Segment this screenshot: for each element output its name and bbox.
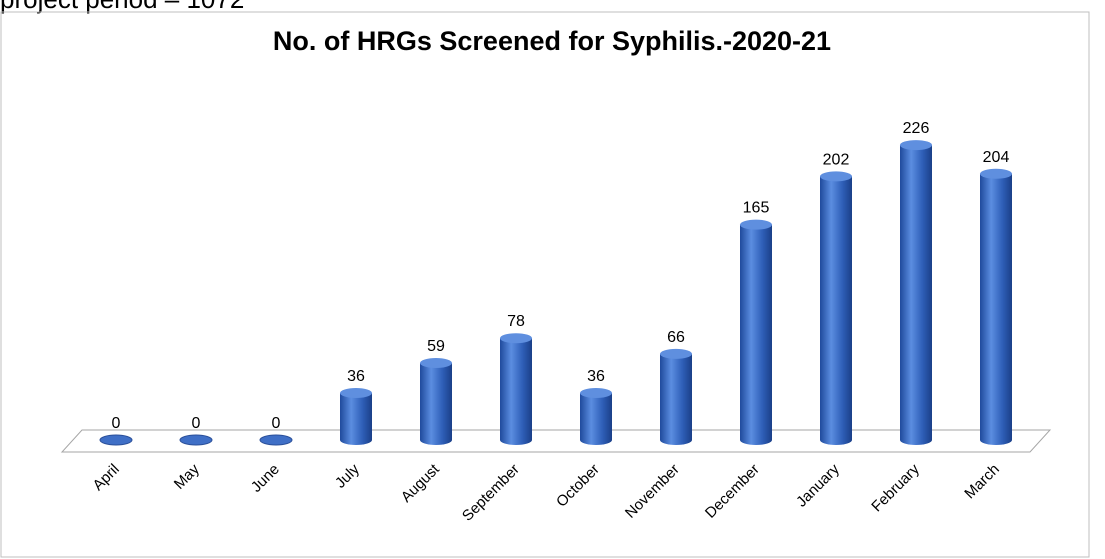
x-tick-label: September [459, 461, 523, 525]
bar-top [340, 388, 372, 399]
value-label: 78 [507, 313, 525, 330]
bar [259, 434, 293, 446]
value-label: 36 [347, 368, 365, 385]
bar [580, 393, 612, 445]
x-tick-label: October [553, 461, 603, 511]
bar [179, 434, 213, 446]
value-label: 226 [903, 120, 930, 137]
chart-title: No. of HRGs Screened for Syphilis.-2020-… [273, 26, 831, 56]
bar-top [580, 388, 612, 399]
bar-top [660, 348, 692, 359]
bar [99, 434, 133, 446]
x-tick-label: May [171, 460, 203, 492]
bar [340, 393, 372, 445]
bar-top [420, 358, 452, 369]
value-label: 165 [743, 200, 770, 217]
x-tick-label: July [332, 460, 363, 491]
x-tick-label: June [248, 461, 283, 496]
value-label: 66 [667, 329, 685, 346]
x-tick-label: January [793, 460, 843, 510]
x-tick-label: August [398, 460, 444, 506]
value-label: 0 [272, 415, 281, 432]
bar [660, 353, 692, 445]
value-label: 0 [192, 415, 201, 432]
floor [60, 429, 1052, 453]
header-text: project period – 1072 [0, 0, 244, 14]
bar [820, 176, 852, 445]
bar [420, 363, 452, 445]
value-label: 59 [427, 338, 445, 355]
bar [740, 224, 772, 445]
x-tick-label: March [961, 461, 1002, 502]
bar [900, 145, 932, 445]
bar-top [820, 171, 852, 182]
bar-top [900, 140, 932, 151]
value-label: 204 [983, 149, 1010, 166]
bar [980, 173, 1012, 445]
bar-top [500, 333, 532, 344]
value-label: 202 [823, 151, 850, 168]
bar [500, 338, 532, 445]
x-tick-label: April [90, 461, 123, 494]
x-tick-label: November [622, 461, 683, 522]
value-label: 0 [112, 415, 121, 432]
x-tick-label: February [868, 460, 923, 515]
bar-top [980, 168, 1012, 179]
value-label: 36 [587, 368, 605, 385]
bar-top [740, 219, 772, 230]
x-tick-label: December [702, 461, 763, 522]
chart-frame [0, 11, 1090, 558]
